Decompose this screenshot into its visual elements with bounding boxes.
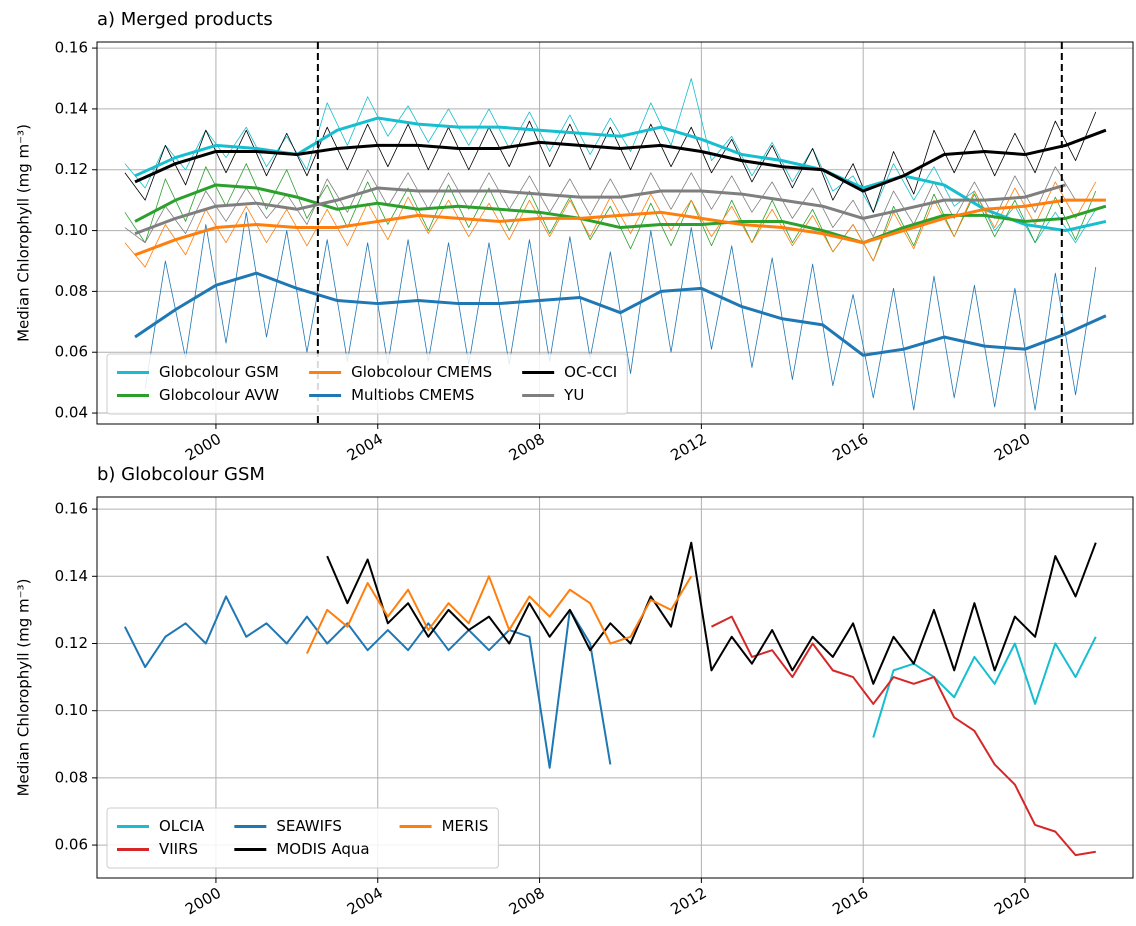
x-tick-label: 2004: [344, 884, 386, 919]
plot-frame: [96, 496, 1134, 879]
x-tick-label: 2000: [182, 430, 224, 465]
y-tick-label: 0.12: [55, 160, 88, 178]
y-tick-label: 0.08: [55, 768, 88, 786]
panel: b) Globcolour GSM Median Chlorophyll (mg …: [15, 464, 1134, 918]
panel: a) Merged products Median Chlorophyll (mg…: [15, 9, 1134, 464]
smooth-line: [134, 271, 1107, 357]
series-line: [711, 615, 1096, 857]
legend-label: MODIS Aqua: [276, 840, 369, 858]
x-tick-label: 2000: [182, 884, 224, 919]
legend-label: MERIS: [442, 817, 489, 835]
panel-title: a) Merged products: [97, 9, 273, 30]
legend-label: VIIRS: [159, 840, 198, 858]
x-tick-label: 2012: [668, 430, 710, 465]
series-line: [306, 575, 693, 654]
series-line: [326, 541, 1097, 685]
smooth-line: [134, 198, 1106, 257]
legend: Globcolour GSM Globcolour AVW Globcolour C…: [106, 353, 628, 415]
series-line: [124, 163, 1097, 262]
x-tick-label: 2016: [829, 884, 871, 919]
legend-label: Globcolour AVW: [159, 386, 279, 404]
y-tick-label: 0.04: [55, 404, 88, 422]
legend-label: Globcolour CMEMS: [351, 363, 492, 381]
plot-area: [124, 42, 1107, 424]
series-line: [872, 636, 1097, 738]
plot-frame: [96, 41, 1134, 425]
y-axis-label: Median Chlorophyll (mg m⁻³): [15, 579, 33, 797]
smooth-line: [134, 128, 1107, 193]
legend-label: Multiobs CMEMS: [351, 386, 474, 404]
y-tick-label: 0.16: [55, 500, 88, 518]
y-tick-label: 0.14: [55, 99, 88, 117]
legend-label: SEAWIFS: [276, 817, 342, 835]
series-line: [124, 111, 1097, 213]
x-tick-label: 2008: [506, 430, 548, 465]
legend-label: Globcolour GSM: [159, 363, 279, 381]
legend-box: [106, 807, 499, 869]
x-tick-label: 2012: [668, 884, 710, 919]
x-tick-label: 2016: [829, 430, 871, 465]
panel-title: b) Globcolour GSM: [97, 464, 265, 485]
legend-label: OLCIA: [159, 817, 205, 835]
y-tick-label: 0.16: [55, 39, 88, 57]
x-tick-label: 2020: [991, 430, 1033, 465]
x-tick-label: 2004: [344, 430, 386, 465]
series-line: [124, 78, 1097, 244]
x-tick-label: 2008: [506, 884, 548, 919]
smooth-line: [134, 183, 1066, 236]
x-tick-label: 2020: [991, 884, 1033, 919]
y-tick-label: 0.10: [55, 221, 88, 239]
legend-label: YU: [563, 386, 584, 404]
legend: OLCIA VIIRS SEAWIFS MODIS Aqua MERIS: [106, 807, 499, 869]
y-tick-label: 0.10: [55, 701, 88, 719]
series-line: [124, 595, 612, 769]
y-axis-label: Median Chlorophyll (mg m⁻³): [15, 124, 33, 342]
plot-area: [124, 541, 1097, 857]
y-tick-label: 0.08: [55, 282, 88, 300]
y-tick-label: 0.06: [55, 343, 88, 361]
y-tick-label: 0.06: [55, 836, 88, 854]
y-tick-label: 0.12: [55, 634, 88, 652]
legend-label: OC-CCI: [564, 363, 617, 381]
smooth-line: [134, 183, 1107, 245]
y-tick-label: 0.14: [55, 567, 88, 585]
legend-box: [106, 353, 628, 415]
